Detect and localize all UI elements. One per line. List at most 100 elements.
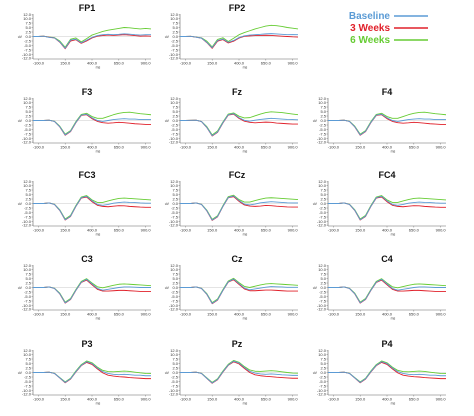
panel-f4: F4 12.010.07.55.02.50.0-2.5-5.0-7.5-10.0-… xyxy=(313,87,447,154)
x-tick-label: 900.0 xyxy=(436,312,447,317)
y-tick-label: -5.0 xyxy=(24,294,32,299)
panel-fc4: FC4 12.010.07.55.02.50.0-2.5-5.0-7.5-10.0… xyxy=(313,170,447,237)
y-tick-label: 5.0 xyxy=(25,276,31,281)
y-tick-label: -5.0 xyxy=(319,379,327,384)
x-axis-unit: ms xyxy=(243,66,248,70)
y-tick-label: -12.0 xyxy=(317,139,327,144)
x-tick-label: 650.0 xyxy=(114,228,125,233)
x-tick-label: -100.0 xyxy=(33,145,45,150)
x-tick-label: -100.0 xyxy=(180,145,192,150)
x-axis-unit: ms xyxy=(391,233,396,237)
y-tick-label: 10.0 xyxy=(23,352,32,357)
x-tick-label: 150.0 xyxy=(60,228,71,233)
y-tick-label: -12.0 xyxy=(22,306,32,311)
y-axis-unit: uV xyxy=(313,119,318,123)
y-tick-label: -10.0 xyxy=(317,136,327,141)
series-line-baseline xyxy=(328,278,446,304)
y-tick-label: 0.0 xyxy=(25,370,31,375)
y-tick-label: 10.0 xyxy=(23,100,32,105)
x-tick-label: 650.0 xyxy=(114,145,125,150)
y-tick-label: -12.0 xyxy=(169,391,179,396)
y-tick-label: 12.0 xyxy=(170,12,179,17)
x-tick-label: 150.0 xyxy=(207,61,218,66)
x-tick-label: 150.0 xyxy=(355,312,366,317)
y-tick-label: 12.0 xyxy=(23,96,32,101)
series-line-baseline xyxy=(180,33,299,49)
y-tick-label: 0.0 xyxy=(172,370,178,375)
series-line-6-weeks xyxy=(33,195,152,220)
panel-f3: F3 12.010.07.55.02.50.0-2.5-5.0-7.5-10.0-… xyxy=(18,87,152,154)
y-tick-label: 0.0 xyxy=(25,201,31,206)
y-tick-label: 2.5 xyxy=(25,29,31,34)
y-tick-label: -7.5 xyxy=(24,298,32,303)
y-tick-label: 10.0 xyxy=(170,16,179,21)
y-tick-label: 0.0 xyxy=(320,118,326,123)
y-tick-label: -12.0 xyxy=(169,306,179,311)
y-tick-label: 7.5 xyxy=(25,104,31,109)
y-tick-label: -2.5 xyxy=(171,38,179,43)
panel-title: Pz xyxy=(232,339,243,349)
x-axis-unit: ms xyxy=(96,150,101,154)
y-axis-unit: uV xyxy=(165,35,170,39)
y-tick-label: 10.0 xyxy=(318,183,327,188)
y-tick-label: 2.5 xyxy=(320,113,326,118)
y-tick-label: 0.0 xyxy=(172,118,178,123)
x-tick-label: 650.0 xyxy=(261,397,272,402)
y-tick-label: -12.0 xyxy=(169,55,179,60)
y-tick-label: -7.5 xyxy=(24,131,32,136)
panel-title: F4 xyxy=(382,87,393,97)
y-tick-label: -7.5 xyxy=(319,214,327,219)
y-tick-label: -2.5 xyxy=(24,205,32,210)
y-tick-label: -2.5 xyxy=(319,205,327,210)
y-tick-label: 10.0 xyxy=(170,100,179,105)
x-tick-label: 150.0 xyxy=(355,397,366,402)
x-tick-label: 900.0 xyxy=(288,312,299,317)
y-tick-label: -10.0 xyxy=(22,303,32,308)
y-tick-label: -12.0 xyxy=(317,222,327,227)
y-tick-label: 0.0 xyxy=(320,201,326,206)
x-tick-label: 650.0 xyxy=(409,312,420,317)
y-tick-label: 2.5 xyxy=(172,196,178,201)
series-line-6-weeks xyxy=(180,194,299,220)
y-tick-label: 2.5 xyxy=(25,280,31,285)
x-axis-unit: ms xyxy=(243,317,248,321)
x-tick-label: 650.0 xyxy=(261,61,272,66)
series-line-baseline xyxy=(33,113,151,136)
y-tick-label: -10.0 xyxy=(22,219,32,224)
series-line-baseline xyxy=(33,33,151,49)
y-tick-label: 10.0 xyxy=(318,267,327,272)
y-tick-label: 0.0 xyxy=(172,34,178,39)
x-axis-unit: ms xyxy=(391,317,396,321)
x-tick-label: 150.0 xyxy=(207,397,218,402)
x-tick-label: 900.0 xyxy=(288,397,299,402)
y-tick-label: -7.5 xyxy=(24,47,32,52)
x-tick-label: 400.0 xyxy=(234,397,245,402)
y-tick-label: 12.0 xyxy=(23,348,32,353)
y-tick-label: 0.0 xyxy=(172,285,178,290)
y-tick-label: 10.0 xyxy=(170,267,179,272)
x-axis-unit: ms xyxy=(96,66,101,70)
x-tick-label: 400.0 xyxy=(87,145,98,150)
y-tick-label: 5.0 xyxy=(25,192,31,197)
y-tick-label: 10.0 xyxy=(23,183,32,188)
y-tick-label: -7.5 xyxy=(24,383,32,388)
y-tick-label: 5.0 xyxy=(320,361,326,366)
series-line-baseline xyxy=(33,278,151,304)
x-tick-label: -100.0 xyxy=(328,397,340,402)
x-tick-label: 900.0 xyxy=(288,228,299,233)
panel-title: FP2 xyxy=(229,3,246,13)
y-tick-label: -5.0 xyxy=(171,210,179,215)
y-tick-label: 10.0 xyxy=(318,352,327,357)
y-tick-label: 12.0 xyxy=(23,263,32,268)
x-tick-label: 400.0 xyxy=(234,228,245,233)
legend-label-3-weeks: 3 Weeks xyxy=(350,23,390,34)
y-tick-label: -10.0 xyxy=(22,388,32,393)
y-tick-label: 7.5 xyxy=(25,356,31,361)
x-tick-label: 400.0 xyxy=(87,397,98,402)
y-tick-label: -7.5 xyxy=(171,131,179,136)
y-tick-label: 7.5 xyxy=(320,104,326,109)
x-axis-unit: ms xyxy=(96,233,101,237)
x-tick-label: 400.0 xyxy=(87,312,98,317)
y-tick-label: 2.5 xyxy=(25,196,31,201)
panel-title: Fz xyxy=(232,87,242,97)
